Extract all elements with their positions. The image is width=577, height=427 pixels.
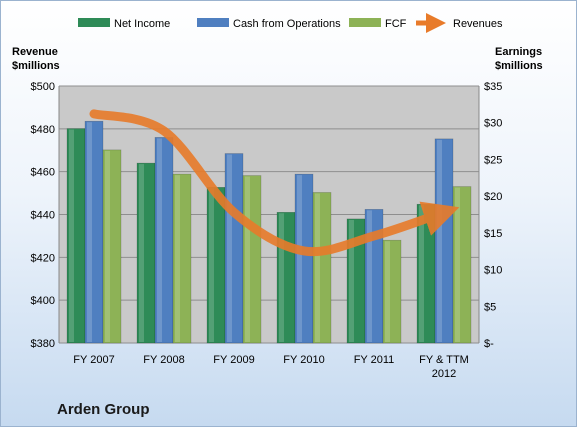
right-tick-label: $15: [484, 228, 502, 240]
bar-highlight: [139, 164, 144, 342]
bar-highlight: [245, 176, 250, 342]
bar-highlight: [297, 175, 302, 342]
bar-highlight: [69, 129, 74, 342]
right-tick-label: $10: [484, 265, 502, 277]
legend-label-cash-from-operations: Cash from Operations: [233, 18, 341, 30]
right-tick-label: $20: [484, 191, 502, 203]
bar-highlight: [105, 150, 110, 342]
left-axis-title-line2: $millions: [12, 60, 60, 72]
x-tick-label: FY 2007: [73, 354, 114, 366]
right-tick-label: $5: [484, 301, 496, 313]
left-tick-label: $400: [31, 295, 55, 307]
bar-highlight: [349, 219, 354, 342]
x-tick-label: FY 2009: [213, 354, 254, 366]
left-tick-label: $440: [31, 210, 55, 222]
right-tick-label: $30: [484, 118, 502, 130]
bar-fcf: [172, 173, 192, 344]
x-tick-label: 2012: [432, 368, 456, 380]
right-tick-label: $25: [484, 154, 502, 166]
bar-highlight: [437, 139, 442, 342]
bar-highlight: [455, 187, 460, 342]
left-tick-label: $380: [31, 338, 55, 350]
right-tick-label: $35: [484, 81, 502, 93]
left-tick-labels: $380 $400 $420 $440 $460 $480 $500: [31, 81, 55, 350]
legend-label-net-income: Net Income: [114, 18, 170, 30]
x-tick-label: FY 2010: [283, 354, 324, 366]
bar-highlight: [157, 138, 162, 342]
bar-fcf: [312, 192, 332, 344]
bar-fcf: [242, 175, 262, 344]
left-tick-label: $500: [31, 81, 55, 93]
bar-highlight: [315, 193, 320, 342]
bar-highlight: [209, 188, 214, 342]
x-tick-label: FY & TTM: [419, 354, 469, 366]
bar-highlight: [279, 213, 284, 342]
bar-highlight: [175, 175, 180, 342]
right-tick-labels: $- $5 $10 $15 $20 $25 $30 $35: [484, 81, 502, 350]
right-tick-label: $-: [484, 338, 494, 350]
grid-lines: [59, 85, 479, 344]
bar-highlight: [419, 205, 424, 342]
legend: Net Income Cash from Operations FCF Reve…: [78, 13, 503, 33]
company-name: Arden Group: [57, 401, 150, 418]
bar-highlight: [87, 122, 92, 342]
bar-highlight: [227, 154, 232, 342]
right-axis-title-line1: Earnings: [495, 46, 542, 58]
bar-highlight: [385, 241, 390, 342]
legend-swatch-cash-from-operations: [197, 18, 229, 27]
left-axis-title-line1: Revenue: [12, 46, 58, 58]
revenue-line: [89, 109, 460, 257]
right-axis-title-line2: $millions: [495, 60, 543, 72]
left-tick-label: $460: [31, 167, 55, 179]
legend-swatch-net-income: [78, 18, 110, 27]
left-tick-label: $480: [31, 124, 55, 136]
legend-swatch-fcf: [349, 18, 381, 27]
x-tick-label: FY 2011: [354, 354, 395, 366]
legend-label-revenues: Revenues: [453, 18, 503, 30]
bar-fcf: [102, 149, 122, 344]
legend-label-fcf: FCF: [385, 18, 407, 30]
x-tick-labels: FY 2007 FY 2008 FY 2009 FY 2010 FY 2011 FY & …: [73, 354, 469, 380]
revenue-line-group: [89, 109, 460, 257]
left-tick-label: $420: [31, 252, 55, 264]
bar-highlight: [367, 210, 372, 342]
x-tick-label: FY 2008: [143, 354, 184, 366]
bar-fcf: [382, 239, 402, 344]
